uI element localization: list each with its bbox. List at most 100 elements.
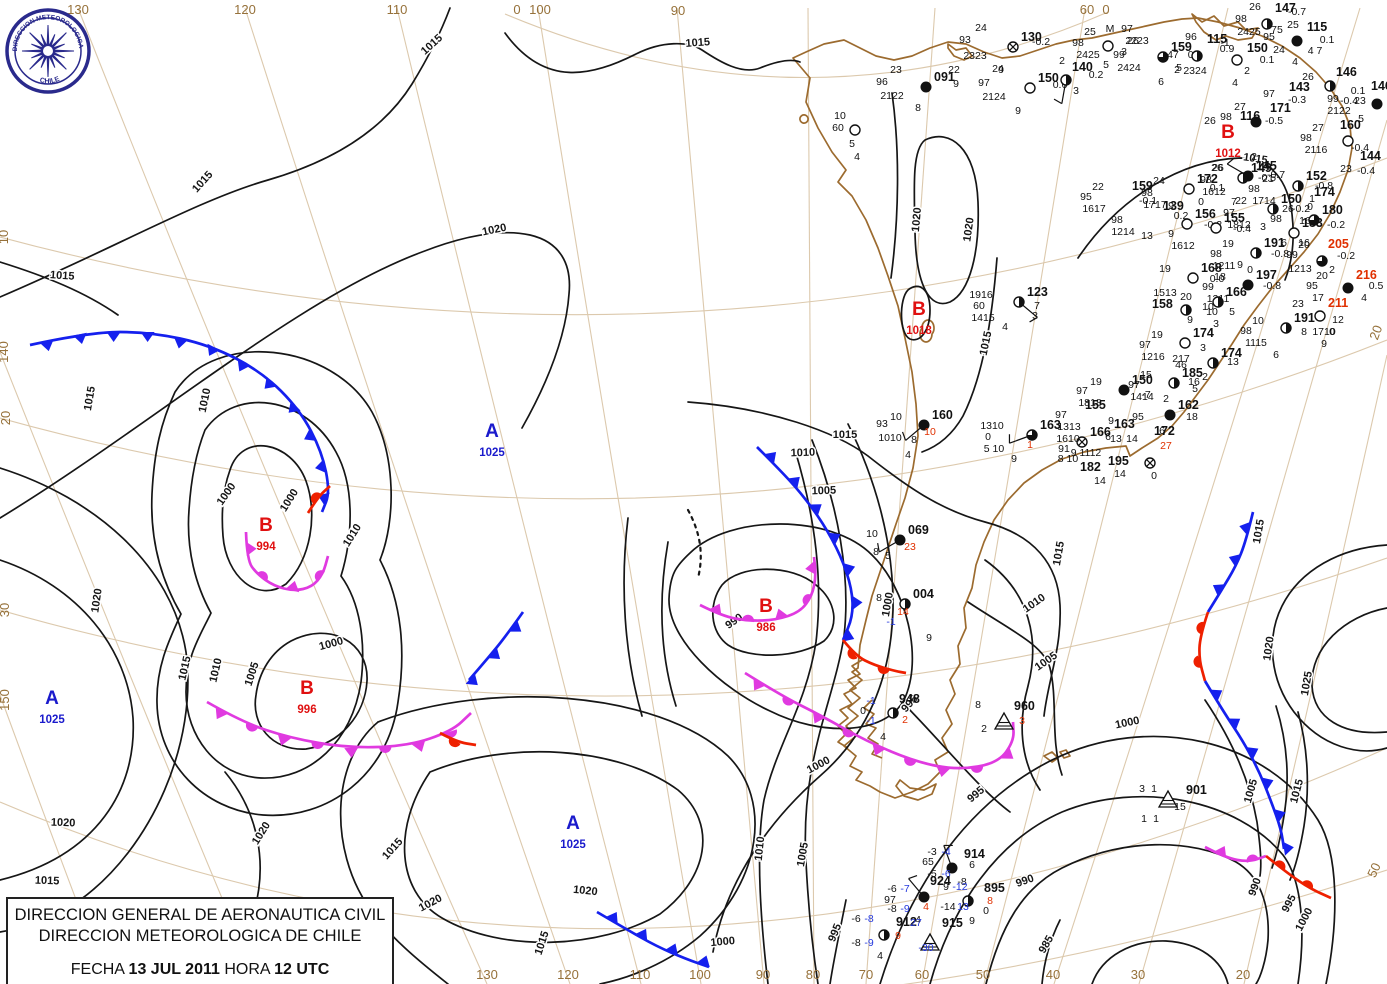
- station-value: -6: [941, 868, 950, 880]
- warm-front-semicircle: [1193, 655, 1202, 668]
- station-value: 10: [924, 426, 936, 438]
- station-value: 1: [1309, 193, 1315, 205]
- station-value: -0.8: [1263, 280, 1281, 292]
- grid-label: 10: [0, 230, 11, 244]
- station-id: 150: [1247, 41, 1268, 55]
- station-value: 13: [957, 901, 969, 913]
- station-value: 97: [1076, 385, 1088, 397]
- station-plot: 163 13 14: [1110, 417, 1138, 445]
- station-plot: 004 14-1 8 9: [876, 587, 934, 644]
- station-value: -9: [864, 937, 873, 949]
- station-value: 10: [1252, 315, 1264, 327]
- station-value: 2425: [1237, 26, 1261, 38]
- station-value: 10: [1206, 306, 1218, 318]
- station-value: 7: [1231, 196, 1237, 208]
- station-value: 8: [987, 895, 993, 907]
- cold-front-triangle: [285, 580, 300, 593]
- cold-front-triangle: [774, 608, 789, 621]
- buoy-triangle: [919, 932, 941, 951]
- station-circle-clear: [1024, 82, 1036, 94]
- station-id: 915: [942, 916, 963, 930]
- cold-front-triangle: [315, 459, 327, 474]
- station-value: 8: [911, 434, 917, 446]
- station-value: 0.9: [1220, 43, 1235, 55]
- station-value: 4: [854, 151, 860, 163]
- cold-front-triangle: [1246, 747, 1259, 760]
- station-circle-clear: [1102, 40, 1114, 52]
- pressure-center-value: 1018: [906, 325, 932, 337]
- station-value: 97: [1263, 88, 1275, 100]
- station-plot: 143-0.3 97: [1263, 80, 1310, 106]
- station-id: 924: [930, 874, 951, 888]
- isobar-label: 1025: [1299, 670, 1315, 696]
- weather-fronts: [29, 330, 1332, 969]
- station-value: 14: [897, 606, 909, 618]
- station-value: 9: [953, 78, 959, 90]
- station-value: -4: [941, 846, 950, 858]
- station-circle-half: [1273, 204, 1278, 214]
- station-circle-overcast: [946, 862, 958, 874]
- station-id: 172: [1154, 424, 1175, 438]
- cold-front: [1206, 511, 1255, 613]
- station-value: -6: [887, 883, 896, 895]
- date-line: FECHA 13 JUL 2011 HORA 12 UTC: [70, 961, 330, 978]
- station-value: 2122: [880, 90, 904, 102]
- station-value: 3: [1019, 715, 1025, 727]
- grid-label: 150: [0, 689, 12, 711]
- station-value: 3: [1200, 342, 1206, 354]
- isobar-label: 1015: [35, 875, 60, 888]
- station-value: -8: [864, 913, 873, 925]
- station-value: 25: [1287, 19, 1299, 31]
- station-value: -0.2: [1292, 203, 1310, 215]
- isobar-label: 1010: [197, 387, 214, 413]
- station-id: 159: [1171, 40, 1192, 54]
- station-value: -1: [866, 715, 875, 727]
- station-value: 97: [1121, 23, 1133, 35]
- warm-front-semicircle: [782, 696, 795, 706]
- cold-front-triangle: [787, 476, 800, 489]
- station-value: 26: [1302, 71, 1314, 83]
- station-circle-overcast: [1118, 384, 1130, 396]
- station-id: 182: [1080, 460, 1101, 474]
- station-circle-overcast: [1342, 282, 1354, 294]
- station-value: 26: [1249, 1, 1261, 13]
- station-id: 145: [1256, 159, 1277, 173]
- isobar-label: 1000: [215, 481, 239, 508]
- station-id: 156: [1195, 207, 1216, 221]
- station-circle-clear: [1179, 337, 1191, 349]
- station-value: 13: [1110, 433, 1122, 445]
- station-value: 0: [860, 705, 866, 717]
- station-value: 96: [876, 76, 888, 88]
- buoy-triangle: [1157, 789, 1179, 808]
- station-value: 20: [1298, 239, 1310, 251]
- station-circle-overcast: [920, 81, 932, 93]
- station-value: 0.2: [1089, 69, 1104, 81]
- station-id: 149: [1251, 161, 1272, 175]
- station-value: 98: [1240, 325, 1252, 337]
- pressure-center-value: 1012: [1215, 148, 1241, 160]
- graticule: [0, 7, 1387, 984]
- isobar-label: 990: [1246, 876, 1264, 897]
- station-value: 1710: [1312, 326, 1336, 338]
- isobar-labels: 1015 101510151015101510151015101510151015…: [33, 31, 1317, 958]
- station-value: 98: [1300, 132, 1312, 144]
- cold-front-triangle: [1228, 554, 1241, 568]
- grid-label: 60: [1080, 2, 1094, 17]
- grid-label: 110: [630, 967, 651, 982]
- station-value: 65: [922, 856, 934, 868]
- occluded-front: [1204, 845, 1267, 863]
- station-value: 4: [880, 731, 886, 743]
- station-circle-half: [1066, 75, 1071, 85]
- warm-front-semicircle: [310, 492, 321, 504]
- station-value: 2: [1251, 151, 1257, 163]
